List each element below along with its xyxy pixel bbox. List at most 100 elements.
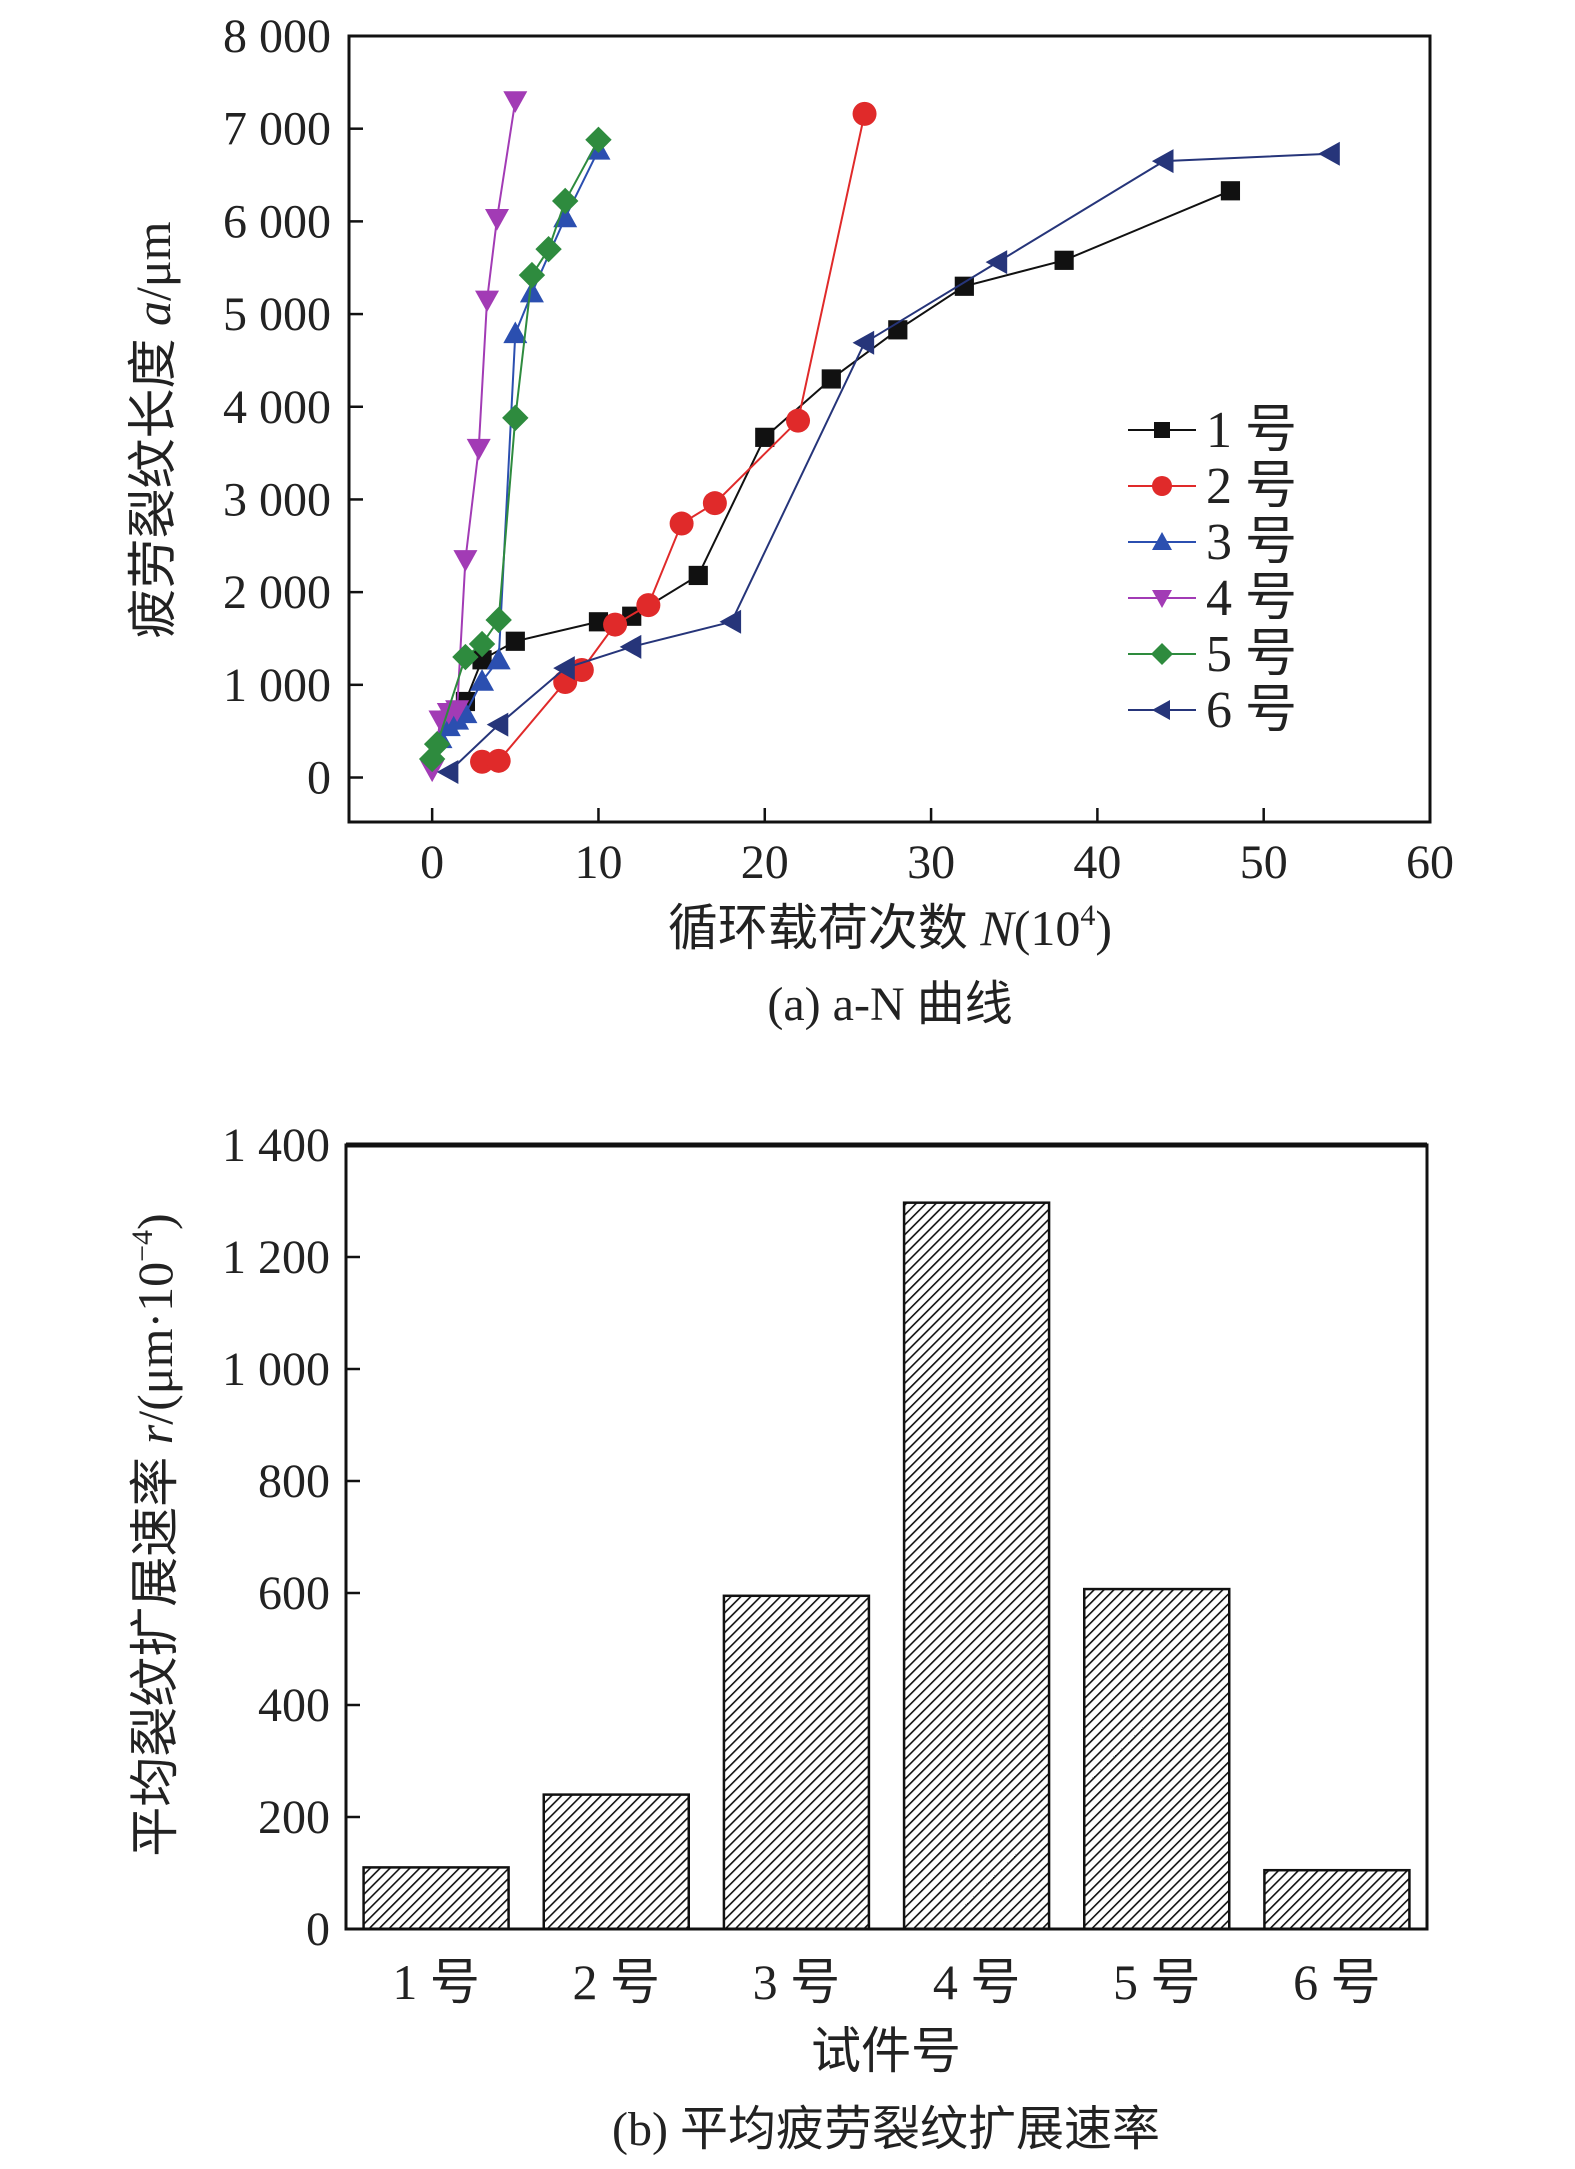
marker-diamond	[468, 630, 496, 658]
x-tick-label: 40	[1073, 836, 1121, 889]
marker-triangle-left	[1151, 149, 1174, 174]
marker-square	[1220, 181, 1241, 201]
series-1号	[439, 181, 1241, 730]
y-tick-label: 0	[306, 1903, 330, 1956]
bar	[1263, 1868, 1411, 1931]
x-tick-label: 60	[1406, 836, 1454, 889]
x-tick-label: 2 号	[573, 1954, 661, 2010]
marker-triangle-down	[475, 290, 500, 313]
legend-label: 6 号	[1206, 682, 1297, 739]
marker-triangle-up	[486, 647, 511, 670]
y-axis-title: 平均裂纹扩展速率 r/(μm·10−4)	[126, 1213, 183, 1856]
x-tick-label: 20	[741, 836, 789, 889]
marker-triangle-down	[1152, 590, 1172, 608]
x-tick-label: 30	[907, 836, 955, 889]
marker-circle	[786, 408, 811, 433]
bar	[902, 1201, 1051, 1931]
series-line	[481, 113, 866, 763]
y-tick-label: 4 000	[223, 381, 331, 434]
y-tick-label: 3 000	[223, 473, 331, 526]
y-tick-label: 1 400	[222, 1119, 330, 1172]
crack-growth-rate-chart: 0 200 400 600 800 1 000 1 200 1 400 1 号 2 号 3 号 4 号…	[126, 1119, 1429, 2156]
marker-triangle-left	[436, 759, 459, 784]
y-tick-label: 1 200	[222, 1231, 330, 1284]
marker-square	[505, 631, 525, 651]
marker-diamond	[423, 730, 451, 758]
marker-triangle-left	[553, 656, 575, 681]
legend-label: 2 号	[1206, 458, 1297, 515]
legend-label: 1 号	[1206, 402, 1297, 459]
marker-triangle-up	[553, 205, 578, 228]
marker-triangle-left	[719, 609, 742, 634]
x-tick-label: 50	[1240, 836, 1288, 889]
marker-triangle-down	[453, 550, 478, 572]
marker-circle	[702, 491, 727, 516]
y-tick-label: 8 000	[223, 10, 331, 63]
y-tick-label: 0	[307, 752, 331, 805]
marker-diamond	[485, 606, 512, 634]
bar	[542, 1793, 690, 1931]
marker-square	[588, 612, 609, 632]
plot-frame	[347, 34, 1432, 824]
marker-triangle-up	[453, 701, 478, 724]
series-line	[431, 100, 517, 771]
y-axis-title: 疲劳裂纹长度 a/μm	[125, 221, 181, 638]
marker-square	[954, 276, 974, 296]
x-tick-label: 6 号	[1293, 1954, 1381, 2010]
marker-triangle-down	[466, 438, 491, 461]
marker-square	[821, 369, 841, 389]
series-2号	[470, 101, 877, 774]
marker-circle	[636, 593, 661, 618]
y-tick-label: 800	[258, 1455, 330, 1508]
y-tick-label: 400	[258, 1679, 330, 1732]
marker-triangle-left	[1318, 141, 1340, 166]
y-tick-label: 6 000	[223, 195, 331, 248]
y-tick-label: 200	[258, 1791, 330, 1844]
marker-circle	[603, 612, 628, 637]
marker-square	[472, 650, 492, 670]
y-tick-label: 7 000	[223, 103, 331, 156]
chart-caption: (a) a-N 曲线	[767, 978, 1012, 1031]
marker-diamond	[585, 126, 612, 154]
marker-diamond	[552, 187, 579, 215]
marker-circle	[852, 101, 877, 126]
marker-triangle-down	[485, 208, 510, 231]
marker-triangle-left	[985, 250, 1008, 275]
marker-square	[688, 565, 708, 586]
chart-caption: (b) 平均疲劳裂纹扩展速率	[612, 2103, 1160, 2156]
legend-label: 4 号	[1206, 570, 1297, 627]
x-tick-label: 10	[574, 836, 622, 889]
y-tick-label: 600	[258, 1567, 330, 1620]
marker-diamond	[535, 235, 562, 263]
x-tick-label: 0	[420, 836, 444, 889]
marker-square	[755, 427, 775, 447]
y-tick-label: 5 000	[223, 288, 331, 341]
x-tick-label: 1 号	[392, 1954, 480, 2010]
series-5号	[418, 126, 612, 773]
plot-frame	[344, 1143, 1429, 1931]
bar	[362, 1866, 510, 1931]
marker-circle	[669, 511, 694, 536]
marker-triangle-left	[486, 712, 509, 737]
legend-label: 3 号	[1206, 514, 1297, 571]
marker-circle	[486, 748, 511, 773]
marker-diamond	[502, 404, 529, 432]
marker-square	[1054, 250, 1074, 270]
legend: 1 号2 号3 号4 号5 号6 号	[1128, 402, 1297, 739]
series-line	[431, 139, 600, 760]
x-tick-label: 3 号	[753, 1954, 841, 2010]
marker-triangle-up	[470, 669, 495, 691]
marker-triangle-left	[619, 634, 642, 659]
x-tick-label: 5 号	[1113, 1954, 1201, 2010]
marker-circle	[1152, 476, 1172, 496]
y-tick-label: 2 000	[223, 566, 331, 619]
y-tick-label: 1 000	[223, 659, 331, 712]
marker-triangle-up	[503, 321, 528, 344]
marker-square	[1154, 422, 1170, 438]
marker-triangle-left	[1152, 700, 1170, 720]
bar	[722, 1594, 871, 1931]
x-axis-title: 试件号	[811, 2023, 961, 2079]
marker-diamond	[1151, 643, 1173, 665]
y-tick-label: 1 000	[222, 1343, 330, 1396]
